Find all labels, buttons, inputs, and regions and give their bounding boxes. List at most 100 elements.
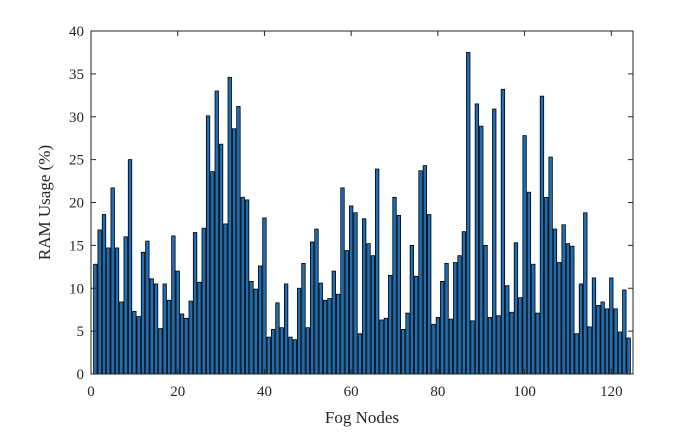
bar-node-11	[136, 316, 141, 375]
bar-node-103	[535, 312, 540, 375]
y-axis-title: RAM Usage (%)	[35, 145, 54, 260]
bar-node-91	[483, 244, 488, 375]
bar-node-105	[544, 196, 549, 375]
bar-node-117	[596, 304, 601, 375]
bar-node-29	[214, 90, 219, 375]
y-tick-label-10: 10	[69, 281, 84, 297]
bar-node-88	[470, 320, 475, 375]
bar-node-107	[552, 228, 558, 375]
x-axis-ticks: 0 20 40 60 80 100 120	[87, 31, 623, 400]
bar-node-82	[444, 262, 449, 375]
bar-node-7	[119, 301, 124, 375]
bar-node-65	[370, 255, 375, 375]
bar-node-76	[418, 170, 423, 375]
bar-node-108	[557, 262, 562, 375]
bar-node-58	[340, 187, 345, 375]
bar-node-15	[153, 283, 159, 375]
bar-node-2	[97, 229, 102, 375]
bar-node-10	[132, 310, 137, 375]
bar-node-23	[188, 300, 193, 375]
bar-node-89	[474, 103, 480, 375]
bar-node-57	[336, 293, 341, 375]
bar-node-56	[331, 270, 336, 375]
bar-node-32	[227, 76, 232, 375]
bar-node-110	[565, 243, 571, 375]
bar-node-97	[509, 311, 514, 375]
bar-node-38	[253, 288, 258, 375]
bar-node-14	[149, 278, 154, 375]
bar-node-16	[158, 328, 163, 375]
bar-node-106	[548, 156, 553, 375]
bar-node-26	[201, 227, 206, 375]
bar-node-77	[422, 165, 428, 375]
bar-node-115	[587, 326, 592, 375]
bar-node-24	[192, 232, 198, 375]
y-tick-label-30: 30	[69, 110, 84, 126]
y-tick-label-0: 0	[77, 367, 85, 383]
bar-node-64	[366, 243, 371, 375]
y-tick-label-15: 15	[69, 238, 84, 254]
bar-node-101	[526, 191, 532, 375]
bar-node-21	[179, 313, 185, 375]
bar-node-118	[600, 301, 605, 375]
bar-node-112	[574, 333, 579, 375]
bar-node-52	[314, 228, 319, 375]
bar-node-12	[140, 251, 146, 375]
bar-node-17	[162, 283, 167, 375]
bar-node-72	[401, 329, 406, 375]
y-tick-label-25: 25	[69, 153, 84, 169]
x-tick-label-120: 120	[600, 384, 623, 400]
bar-node-59	[344, 250, 349, 375]
bar-node-47	[292, 339, 297, 375]
x-tick-label-80: 80	[430, 384, 445, 400]
bar-node-22	[184, 317, 189, 375]
bars-group	[93, 52, 631, 375]
bar-node-83	[448, 318, 454, 375]
bar-node-71	[396, 214, 401, 375]
bar-node-92	[487, 317, 493, 375]
bar-node-121	[613, 308, 618, 375]
bar-node-61	[353, 212, 358, 375]
bar-node-44	[279, 327, 284, 375]
bar-node-25	[197, 281, 202, 375]
bar-node-109	[561, 224, 566, 375]
bar-node-37	[249, 280, 254, 375]
bar-node-113	[578, 283, 584, 375]
bar-node-116	[591, 277, 597, 375]
bar-node-90	[479, 125, 484, 375]
bar-node-79	[431, 323, 436, 375]
bar-node-75	[414, 275, 419, 375]
bar-node-73	[405, 312, 410, 375]
x-tick-label-40: 40	[257, 384, 272, 400]
bar-node-104	[539, 95, 545, 375]
bar-node-55	[327, 298, 332, 375]
bar-node-3	[101, 214, 107, 375]
bar-node-78	[427, 214, 432, 375]
bar-node-100	[522, 135, 527, 375]
bar-node-70	[392, 196, 397, 375]
x-tick-label-20: 20	[170, 384, 185, 400]
bar-node-99	[518, 297, 523, 375]
bar-node-51	[309, 241, 315, 375]
bar-node-67	[379, 319, 384, 375]
bar-node-122	[617, 331, 623, 375]
y-tick-label-20: 20	[69, 196, 84, 212]
bar-node-20	[175, 270, 180, 375]
bar-node-48	[296, 287, 302, 375]
bar-node-34	[236, 106, 241, 375]
bar-node-94	[496, 315, 501, 375]
bar-node-68	[383, 317, 388, 375]
y-tick-label-5: 5	[77, 324, 85, 340]
bar-node-46	[288, 336, 293, 375]
bar-node-80	[435, 317, 441, 375]
x-tick-label-60: 60	[344, 384, 359, 400]
bar-node-95	[500, 88, 506, 375]
bar-node-81	[440, 280, 445, 375]
bar-node-8	[123, 236, 128, 375]
bar-node-66	[375, 168, 380, 375]
bar-node-123	[622, 289, 627, 375]
bar-node-114	[583, 212, 588, 375]
bar-node-39	[257, 265, 263, 375]
bar-node-13	[145, 240, 150, 375]
bar-node-69	[388, 274, 393, 375]
